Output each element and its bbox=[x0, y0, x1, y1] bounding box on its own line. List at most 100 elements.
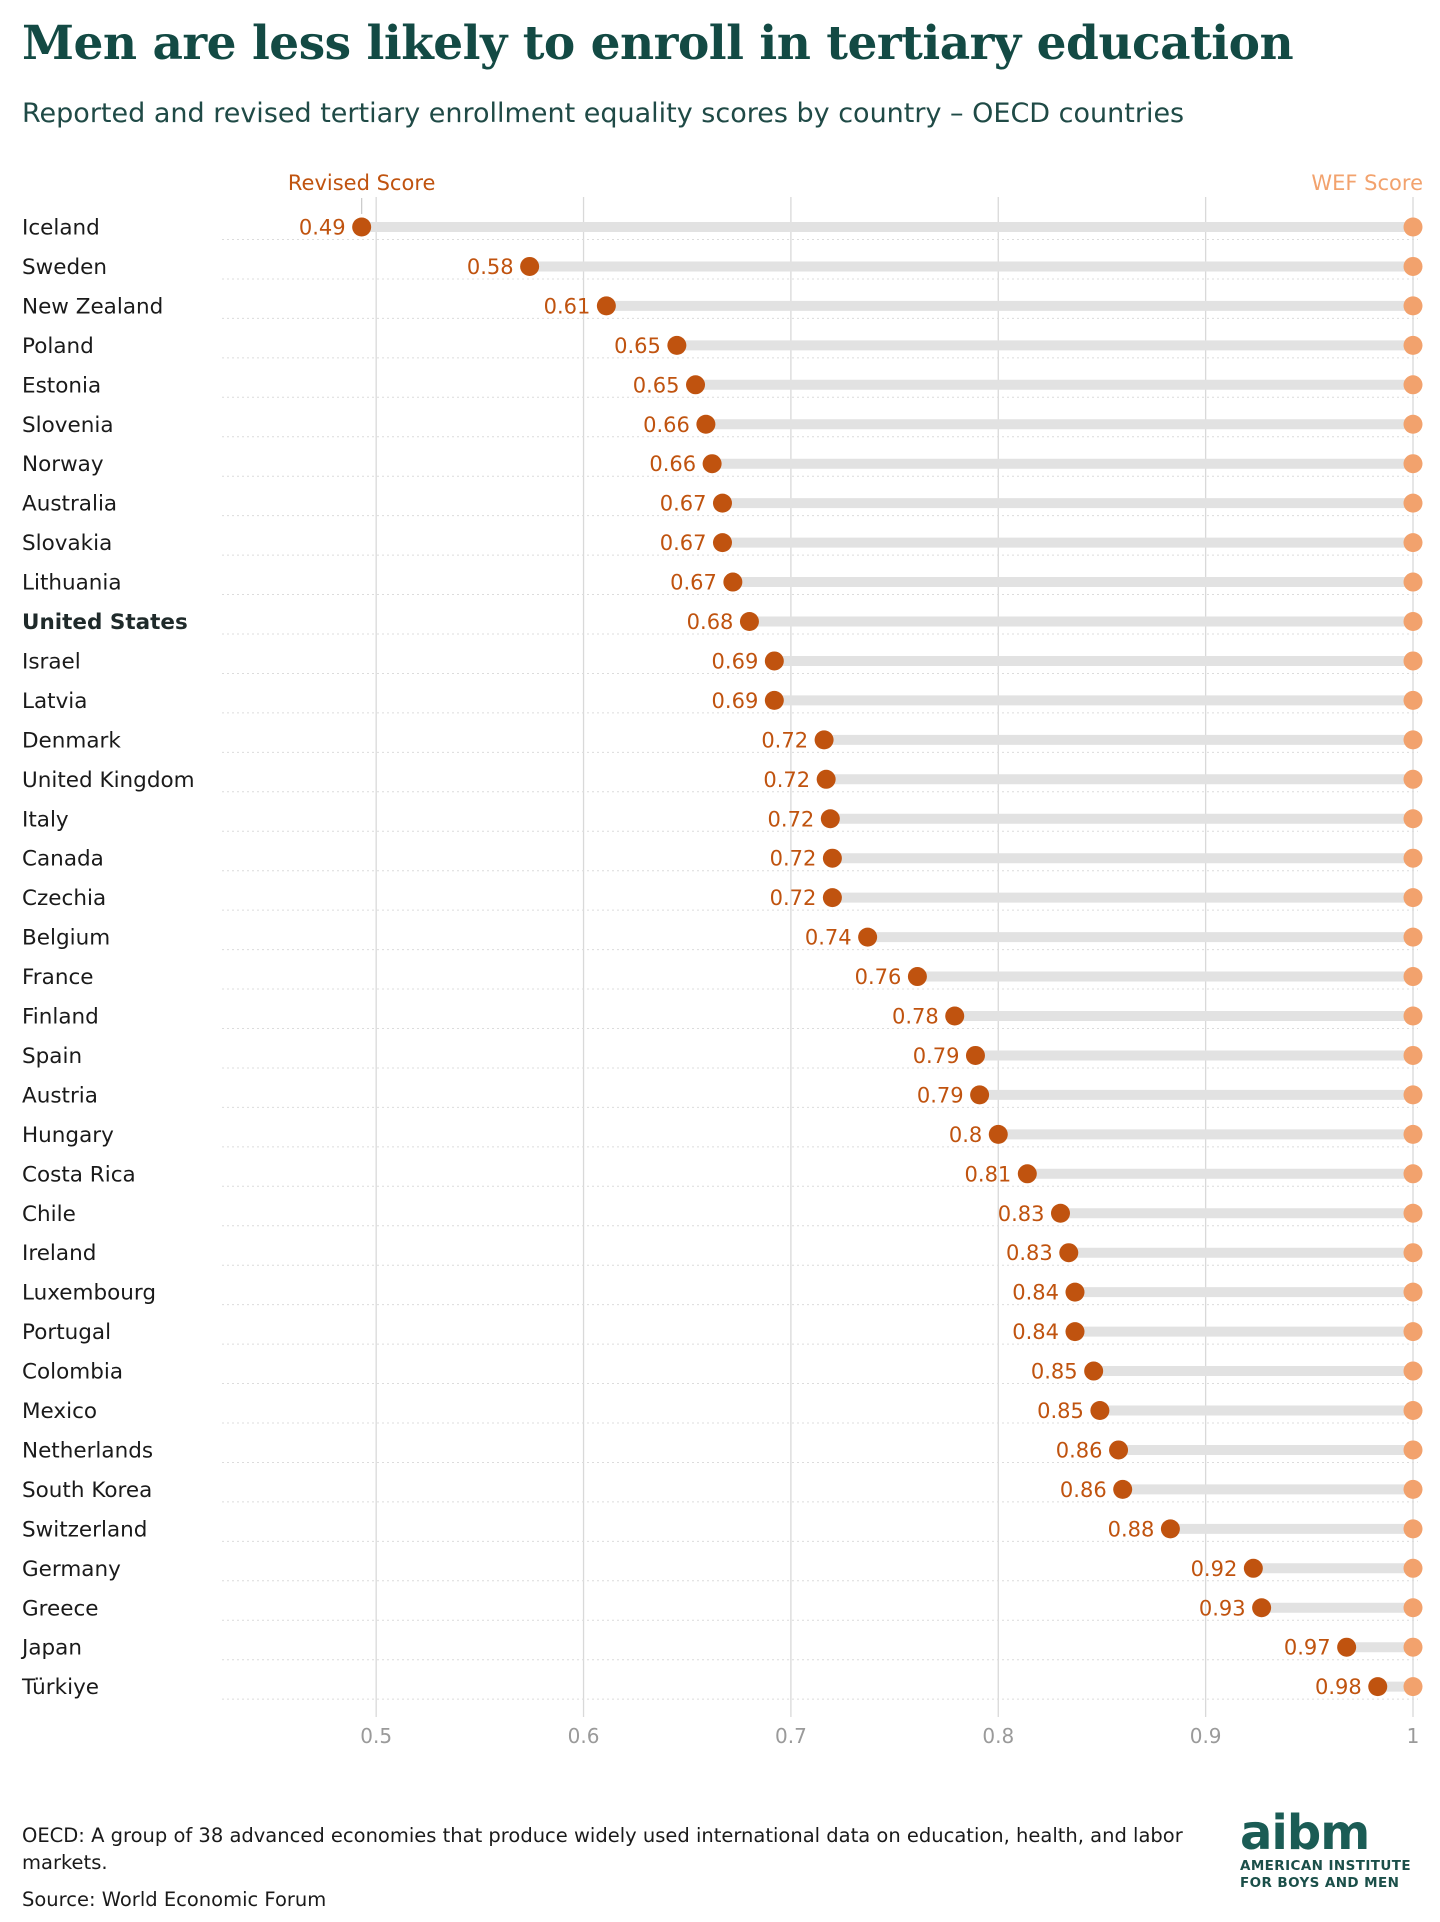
revised-value-label: 0.8 bbox=[949, 1123, 982, 1147]
revised-score-dot bbox=[1090, 1401, 1110, 1420]
country-label: Israel bbox=[22, 649, 81, 674]
revised-score-dot bbox=[686, 375, 706, 395]
revised-value-label: 0.58 bbox=[467, 255, 514, 279]
wef-score-dot bbox=[1403, 493, 1423, 513]
country-label: Latvia bbox=[22, 689, 87, 714]
revised-value-label: 0.67 bbox=[670, 571, 717, 595]
country-label: Japan bbox=[20, 1636, 82, 1661]
country-label: Mexico bbox=[22, 1399, 97, 1424]
country-label: Iceland bbox=[22, 216, 100, 241]
revised-value-label: 0.85 bbox=[1031, 1360, 1078, 1384]
revised-value-label: 0.93 bbox=[1199, 1596, 1246, 1620]
revised-value-label: 0.79 bbox=[913, 1044, 960, 1068]
country-label: Luxembourg bbox=[22, 1281, 156, 1306]
revised-value-label: 0.88 bbox=[1108, 1517, 1155, 1541]
revised-value-label: 0.84 bbox=[1012, 1281, 1059, 1305]
footnote: OECD: A group of 38 advanced economies t… bbox=[22, 1824, 1183, 1874]
legend-wef-score: WEF Score bbox=[1311, 171, 1423, 195]
revised-score-dot bbox=[520, 256, 540, 276]
wef-score-dot bbox=[1403, 1637, 1423, 1657]
revised-score-dot bbox=[1337, 1637, 1357, 1657]
revised-value-label: 0.66 bbox=[649, 452, 696, 476]
wef-score-dot bbox=[1403, 927, 1423, 947]
revised-score-dot bbox=[723, 572, 743, 592]
revised-score-dot bbox=[764, 651, 784, 671]
wef-score-dot bbox=[1403, 1677, 1423, 1697]
revised-value-label: 0.84 bbox=[1012, 1320, 1059, 1344]
revised-score-dot bbox=[1109, 1440, 1129, 1460]
revised-score-dot bbox=[596, 296, 616, 316]
logo-mark: aibm bbox=[1240, 1805, 1370, 1861]
revised-value-label: 0.67 bbox=[660, 531, 707, 555]
revised-score-dot bbox=[667, 335, 687, 355]
country-label: Australia bbox=[22, 492, 117, 517]
wef-score-dot bbox=[1403, 1282, 1423, 1302]
country-label: Sweden bbox=[22, 255, 107, 280]
revised-score-dot bbox=[822, 848, 842, 868]
revised-value-label: 0.72 bbox=[763, 768, 810, 792]
wef-score-dot bbox=[1403, 217, 1423, 237]
wef-score-dot bbox=[1403, 888, 1423, 908]
wef-score-dot bbox=[1403, 335, 1423, 355]
revised-value-label: 0.61 bbox=[544, 294, 591, 318]
country-label: Italy bbox=[22, 807, 69, 832]
x-tick-label: 0.7 bbox=[775, 1724, 807, 1748]
country-label: Switzerland bbox=[22, 1517, 147, 1542]
country-label: Slovakia bbox=[22, 531, 112, 556]
country-label: France bbox=[22, 965, 94, 990]
revised-value-label: 0.65 bbox=[614, 334, 661, 358]
wef-score-dot bbox=[1403, 1479, 1423, 1499]
wef-score-dot bbox=[1403, 1006, 1423, 1026]
wef-score-dot bbox=[1403, 1401, 1423, 1420]
dot-plot-chart: Revised Score WEF Score Iceland 0.49 Sweden 0… bbox=[20, 171, 1423, 1748]
chart-title: Men are less likely to enroll in tertiar… bbox=[22, 16, 1294, 71]
revised-score-dot bbox=[820, 809, 840, 829]
revised-value-label: 0.72 bbox=[768, 807, 815, 831]
revised-score-dot bbox=[907, 967, 927, 987]
revised-value-label: 0.85 bbox=[1037, 1399, 1084, 1423]
x-tick-label: 0.6 bbox=[568, 1724, 600, 1748]
wef-score-dot bbox=[1403, 1440, 1423, 1460]
revised-score-dot bbox=[1059, 1243, 1079, 1263]
country-label: Czechia bbox=[22, 886, 106, 911]
revised-score-dot bbox=[1017, 1164, 1037, 1184]
chart-subtitle: Reported and revised tertiary enrollment… bbox=[22, 98, 1185, 129]
revised-score-dot bbox=[858, 927, 878, 947]
wef-score-dot bbox=[1403, 1598, 1423, 1618]
wef-score-dot bbox=[1403, 296, 1423, 316]
revised-value-label: 0.86 bbox=[1060, 1478, 1107, 1502]
wef-score-dot bbox=[1403, 690, 1423, 710]
wef-score-dot bbox=[1403, 848, 1423, 868]
wef-score-dot bbox=[1403, 375, 1423, 395]
country-label: Norway bbox=[22, 452, 104, 477]
wef-score-dot bbox=[1403, 1124, 1423, 1144]
x-tick-label: 1 bbox=[1407, 1724, 1420, 1748]
wef-score-dot bbox=[1403, 414, 1423, 434]
revised-score-dot bbox=[1368, 1677, 1388, 1697]
country-label: Ireland bbox=[22, 1241, 96, 1266]
country-label: Canada bbox=[22, 847, 104, 872]
revised-score-dot bbox=[988, 1124, 1008, 1144]
wef-score-dot bbox=[1403, 1085, 1423, 1105]
country-label: Greece bbox=[22, 1596, 99, 1621]
source-note: Source: World Economic Forum bbox=[22, 1888, 327, 1911]
wef-score-dot bbox=[1403, 572, 1423, 592]
logo-line-1: AMERICAN INSTITUTE bbox=[1240, 1858, 1411, 1874]
country-label: Chile bbox=[22, 1202, 76, 1227]
wef-score-dot bbox=[1403, 612, 1423, 631]
revised-value-label: 0.92 bbox=[1191, 1557, 1238, 1581]
revised-score-dot bbox=[712, 533, 732, 553]
wef-score-dot bbox=[1403, 1164, 1423, 1184]
country-label: South Korea bbox=[22, 1478, 152, 1503]
revised-score-dot bbox=[1113, 1479, 1133, 1499]
revised-score-dot bbox=[1050, 1203, 1070, 1223]
country-label: Costa Rica bbox=[22, 1162, 136, 1187]
revised-score-dot bbox=[1160, 1519, 1180, 1539]
wef-score-dot bbox=[1403, 1045, 1423, 1065]
country-label: Slovenia bbox=[22, 413, 114, 438]
revised-score-dot bbox=[739, 612, 759, 631]
revised-value-label: 0.72 bbox=[770, 886, 817, 910]
revised-score-dot bbox=[1252, 1598, 1272, 1618]
revised-value-label: 0.68 bbox=[687, 610, 734, 634]
revised-score-dot bbox=[945, 1006, 965, 1026]
